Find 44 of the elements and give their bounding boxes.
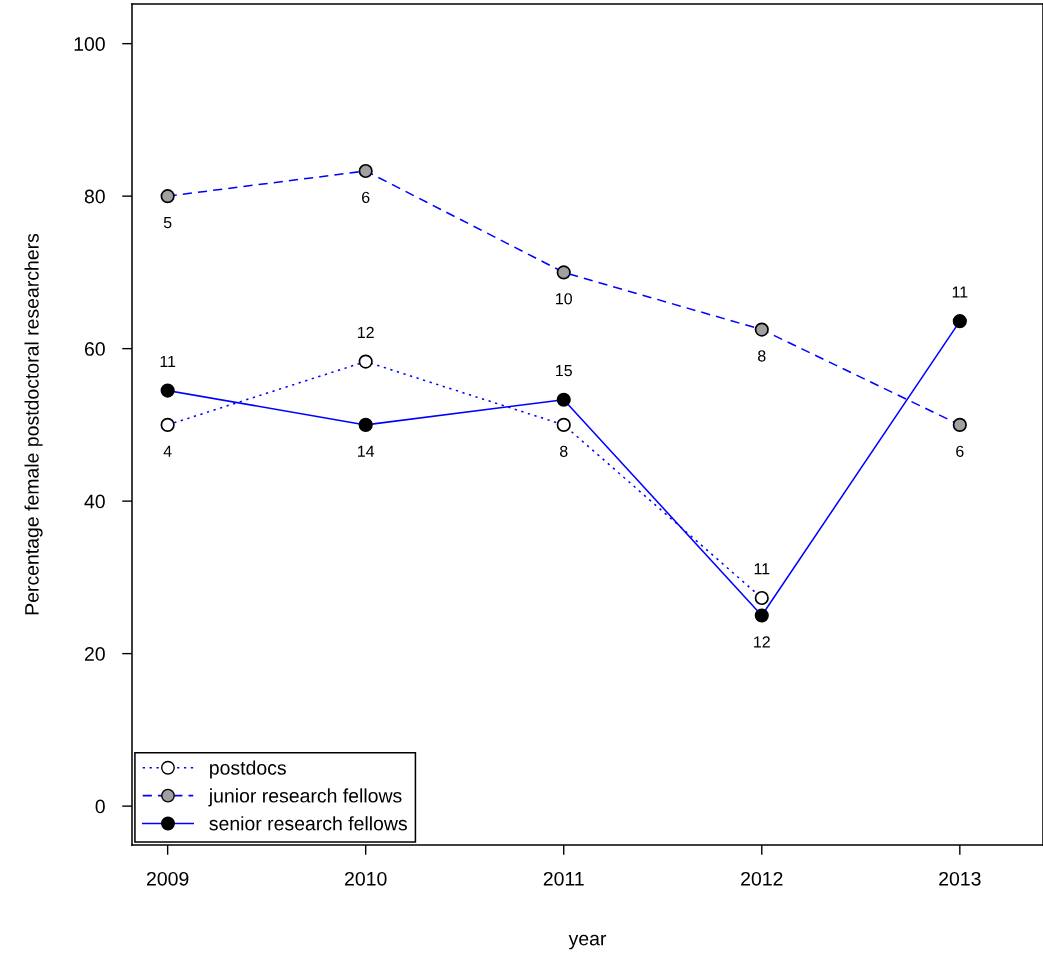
y-axis-title: Percentage female postdoctoral researchers [24, 233, 43, 615]
legend-label: senior research fellows [209, 816, 407, 831]
point [952, 314, 967, 329]
annotation: 4 [163, 445, 172, 457]
legend-label: postdocs [210, 760, 286, 779]
point [952, 417, 967, 432]
point [754, 322, 769, 337]
annotation: 10 [556, 293, 572, 305]
x-tick-label: 2013 [939, 871, 981, 886]
x-axis-title: year [568, 934, 607, 950]
annotation: 11 [952, 286, 968, 298]
annotation: 14 [358, 445, 375, 457]
point [358, 354, 373, 369]
y-tick-label: 80 [84, 189, 105, 204]
annotation: 6 [956, 445, 964, 457]
x-tick-label: 2012 [741, 871, 783, 886]
point [556, 265, 571, 280]
point [556, 392, 571, 407]
annotation: 12 [358, 326, 374, 338]
x-tick-label: 2011 [543, 871, 584, 886]
y-tick-label: 100 [74, 37, 105, 51]
y-tick-label: 20 [84, 647, 105, 661]
annotation: 11 [160, 355, 176, 367]
annotation: 15 [556, 365, 572, 377]
x-tick-label: 2010 [345, 871, 387, 886]
y-tick-label: 0 [95, 799, 105, 814]
annotation: 8 [559, 445, 568, 457]
annotation: 6 [362, 191, 370, 204]
point [754, 590, 769, 606]
point [358, 163, 373, 179]
point [754, 608, 769, 623]
annotation: 8 [758, 350, 766, 362]
annotation: 5 [163, 217, 172, 229]
point [556, 417, 571, 432]
annotation: 11 [754, 563, 770, 575]
point [358, 417, 373, 432]
y-tick-label: 40 [84, 494, 105, 509]
x-tick-label: 2009 [147, 871, 189, 886]
legend-label: junior research fellows [208, 788, 402, 807]
y-tick-label: 60 [84, 342, 105, 356]
annotation: 12 [754, 636, 770, 648]
point [160, 417, 175, 432]
point [160, 383, 175, 398]
point [160, 189, 175, 204]
